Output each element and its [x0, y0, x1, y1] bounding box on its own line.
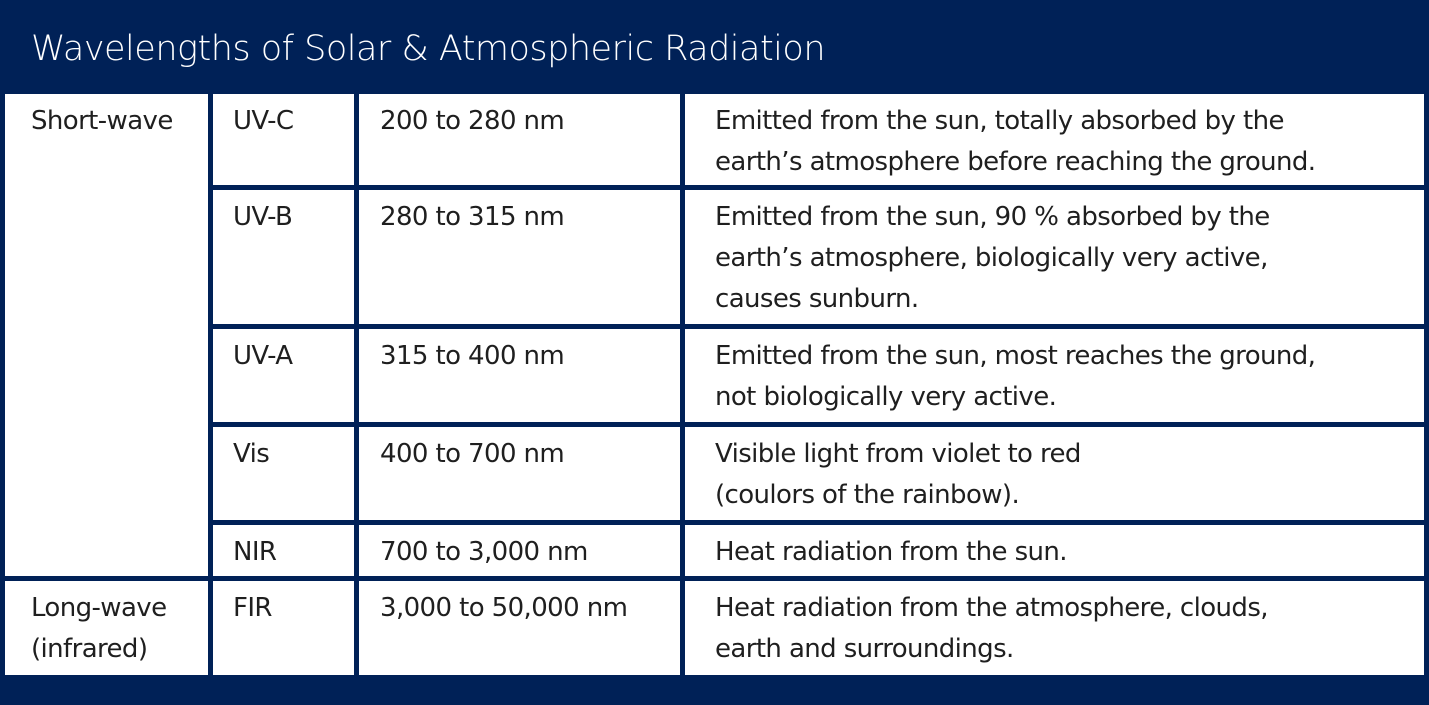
description-cell: Emitted from the sun, most reaches the g… [685, 329, 1424, 422]
range-value: 3,000 to 50,000 nm [380, 593, 628, 623]
description-line: Emitted from the sun, totally absorbed b… [715, 106, 1284, 136]
table-title: Wavelengths of Solar & Atmospheric Radia… [31, 29, 826, 69]
range-value: 315 to 400 nm [380, 341, 565, 371]
description-cell: Emitted from the sun, 90 % absorbed by t… [685, 190, 1424, 324]
description-cell: Heat radiation from the sun. [685, 525, 1424, 576]
band-cell: UV-A [213, 329, 354, 422]
group-label-sub: (infrared) [31, 634, 148, 664]
band-label: UV-A [233, 341, 293, 371]
description-cell: Visible light from violet to red (coulor… [685, 427, 1424, 520]
range-cell: 315 to 400 nm [359, 329, 680, 422]
group-label: Short-wave [31, 106, 173, 136]
description-line: not biologically very active. [715, 382, 1057, 412]
range-cell: 3,000 to 50,000 nm [359, 581, 680, 675]
range-value: 280 to 315 nm [380, 202, 565, 232]
band-cell: UV-B [213, 190, 354, 324]
description-line: earth’s atmosphere, biologically very ac… [715, 243, 1268, 273]
band-label: NIR [233, 537, 277, 567]
range-cell: 280 to 315 nm [359, 190, 680, 324]
band-label: FIR [233, 593, 272, 623]
range-value: 200 to 280 nm [380, 106, 565, 136]
range-value: 400 to 700 nm [380, 439, 565, 469]
description-line: Emitted from the sun, most reaches the g… [715, 341, 1316, 371]
description-cell: Emitted from the sun, totally absorbed b… [685, 94, 1424, 185]
group-long-wave: Long-wave (infrared) [5, 581, 208, 675]
description-line: Emitted from the sun, 90 % absorbed by t… [715, 202, 1270, 232]
range-cell: 400 to 700 nm [359, 427, 680, 520]
range-value: 700 to 3,000 nm [380, 537, 588, 567]
group-short-wave: Short-wave [5, 94, 208, 576]
band-cell: Vis [213, 427, 354, 520]
band-label: Vis [233, 439, 270, 469]
band-cell: FIR [213, 581, 354, 675]
group-label: Long-wave [31, 593, 167, 623]
description-line: Heat radiation from the sun. [715, 537, 1068, 567]
band-cell: UV-C [213, 94, 354, 185]
range-cell: 700 to 3,000 nm [359, 525, 680, 576]
description-line: Visible light from violet to red [715, 439, 1081, 469]
description-line: Heat radiation from the atmosphere, clou… [715, 593, 1269, 623]
band-cell: NIR [213, 525, 354, 576]
description-line: earth’s atmosphere before reaching the g… [715, 147, 1316, 177]
band-label: UV-B [233, 202, 293, 232]
band-label: UV-C [233, 106, 294, 136]
range-cell: 200 to 280 nm [359, 94, 680, 185]
description-line: causes sunburn. [715, 284, 919, 314]
description-line: (coulors of the rainbow). [715, 480, 1020, 510]
description-line: earth and surroundings. [715, 634, 1014, 664]
description-cell: Heat radiation from the atmosphere, clou… [685, 581, 1424, 675]
